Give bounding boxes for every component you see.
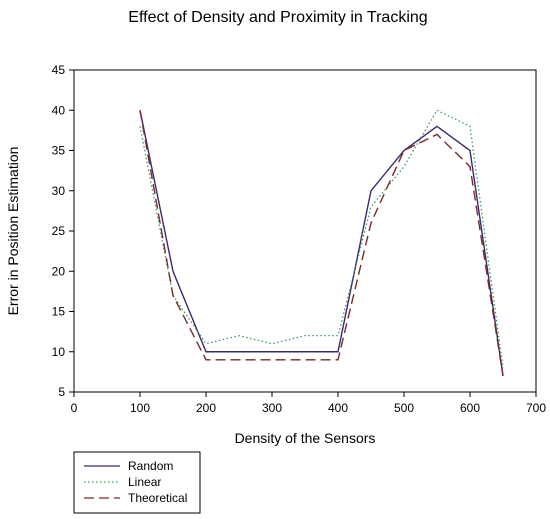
y-tick-label: 45 [52, 63, 66, 77]
x-tick-label: 100 [130, 401, 150, 415]
x-axis-label: Density of the Sensors [235, 430, 376, 446]
x-tick-label: 300 [262, 401, 282, 415]
y-tick-label: 20 [52, 264, 66, 278]
y-tick-label: 40 [52, 103, 66, 117]
y-tick-label: 30 [52, 184, 66, 198]
plot-frame [73, 69, 537, 393]
x-tick-label: 600 [460, 401, 480, 415]
y-tick-label: 35 [52, 144, 66, 158]
x-tick-label: 500 [394, 401, 414, 415]
legend-box [73, 451, 201, 514]
y-tick-label: 25 [52, 224, 66, 238]
legend: Random Linear Theoretical [73, 451, 201, 514]
y-tick-label: 10 [52, 345, 66, 359]
y-axis-label: Error in Position Estimation [5, 147, 21, 316]
chart-title: Effect of Density and Proximity in Track… [128, 9, 427, 26]
x-axis: 0 100 200 300 400 500 600 700 [71, 392, 546, 415]
series-line-linear [139, 109, 504, 368]
legend-label-theoretical: Theoretical [128, 491, 187, 505]
legend-label-linear: Linear [128, 475, 161, 489]
series-line-random [139, 110, 504, 377]
y-tick-label: 15 [52, 305, 66, 319]
x-tick-label: 0 [71, 401, 78, 415]
x-tick-label: 700 [526, 401, 546, 415]
x-tick-label: 200 [196, 401, 216, 415]
legend-label-random: Random [128, 459, 173, 473]
series-line-theoretical [139, 110, 504, 377]
y-tick-label: 5 [58, 385, 65, 399]
x-tick-label: 400 [328, 401, 348, 415]
y-axis: 5 10 15 20 25 30 35 40 45 [52, 63, 74, 399]
series-lines [139, 109, 504, 377]
